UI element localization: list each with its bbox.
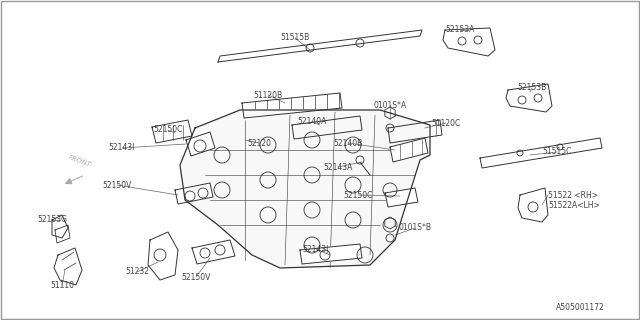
Text: 52153B: 52153B [517, 84, 547, 92]
Polygon shape [385, 188, 418, 207]
Text: 52143A: 52143A [323, 163, 353, 172]
Text: 52150V: 52150V [181, 273, 211, 282]
Text: 52120: 52120 [247, 139, 271, 148]
Text: 51515C: 51515C [542, 148, 572, 156]
Polygon shape [54, 248, 82, 285]
Text: 52153A: 52153A [445, 26, 475, 35]
Text: 51515B: 51515B [280, 34, 310, 43]
Text: A505001172: A505001172 [556, 303, 604, 313]
Text: 52143I: 52143I [109, 143, 135, 153]
Polygon shape [480, 138, 602, 168]
Polygon shape [152, 120, 192, 143]
Text: 51120B: 51120B [253, 91, 283, 100]
Polygon shape [388, 120, 442, 143]
Text: FRONT: FRONT [68, 154, 92, 168]
Polygon shape [518, 188, 548, 222]
Polygon shape [390, 138, 428, 162]
Polygon shape [292, 116, 362, 139]
Polygon shape [55, 225, 70, 243]
Text: 52150C: 52150C [343, 190, 372, 199]
Polygon shape [192, 240, 235, 264]
Polygon shape [175, 183, 213, 204]
Text: 52150C: 52150C [154, 125, 182, 134]
Polygon shape [300, 244, 362, 264]
Text: 51522A<LH>: 51522A<LH> [548, 202, 600, 211]
Polygon shape [242, 93, 342, 118]
Text: 52150V: 52150V [102, 180, 132, 189]
Text: 52140A: 52140A [298, 117, 326, 126]
Text: 52140B: 52140B [333, 139, 363, 148]
Text: 0101S*B: 0101S*B [399, 223, 431, 233]
Text: 51110: 51110 [50, 281, 74, 290]
Text: 0101S*A: 0101S*A [373, 100, 406, 109]
Text: 51232: 51232 [125, 268, 149, 276]
Text: 52143J: 52143J [303, 244, 329, 253]
Text: 52153G: 52153G [37, 215, 67, 225]
Text: 51522 <RH>: 51522 <RH> [548, 190, 598, 199]
Polygon shape [443, 28, 495, 56]
Polygon shape [218, 30, 422, 62]
Text: 51120C: 51120C [431, 118, 461, 127]
Polygon shape [52, 215, 68, 238]
Polygon shape [148, 232, 178, 280]
Polygon shape [506, 84, 552, 112]
Polygon shape [180, 110, 430, 268]
Polygon shape [186, 132, 215, 156]
